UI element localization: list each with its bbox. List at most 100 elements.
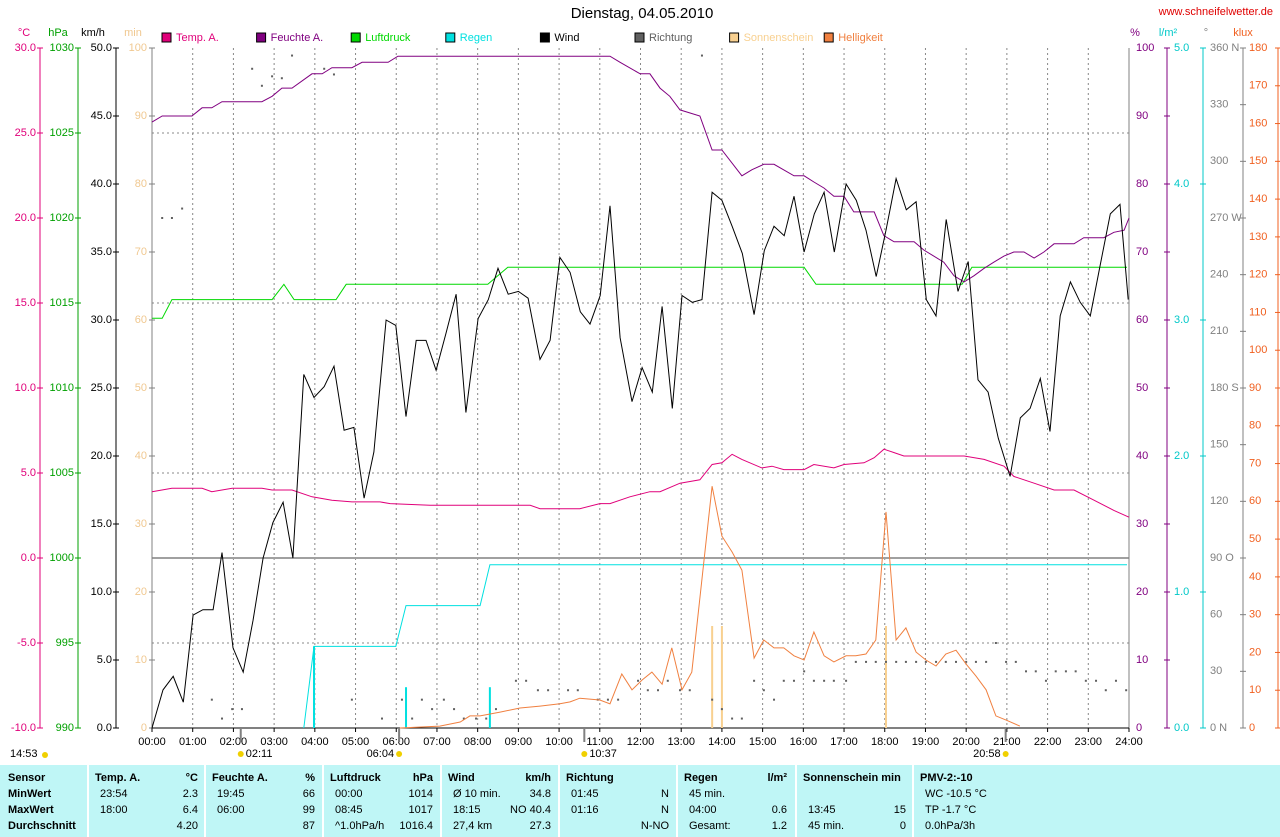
summary-cell: 66 (303, 788, 315, 800)
y-tick-label: 15.0 (91, 518, 112, 530)
y-tick-label: 2.0 (1174, 450, 1189, 462)
summary-cell: 27.3 (530, 820, 551, 832)
y-tick-label: 10 (1136, 654, 1148, 666)
legend-swatch (539, 32, 550, 43)
y-tick-label: 50 (1249, 533, 1261, 545)
summary-cell: 45 min. (808, 820, 844, 832)
x-tick-label: 20:00 (952, 736, 980, 748)
summary-cell: ^1.0hPa/h (335, 820, 384, 832)
data-dot (400, 698, 403, 701)
y-tick-label: 80 (135, 178, 147, 190)
x-tick-label: 14:00 (708, 736, 736, 748)
column-unit: % (305, 772, 315, 784)
data-dot (792, 679, 795, 682)
summary-background (0, 765, 1280, 837)
legend-swatch (350, 32, 361, 43)
row-label: MinWert (8, 788, 52, 800)
y-tick-label: 45.0 (91, 110, 112, 122)
data-dot (832, 679, 835, 682)
data-dot (720, 708, 723, 711)
x-tick-label: 08:00 (464, 736, 492, 748)
summary-cell: Gesamt: (689, 820, 731, 832)
y-tick-label: 100 (129, 42, 147, 54)
data-dot (944, 660, 947, 663)
legend-label: Feuchte A. (271, 32, 324, 44)
x-tick-label: 02:00 (220, 736, 248, 748)
legend-swatch (161, 32, 172, 43)
data-dot (637, 679, 640, 682)
x-tick-label: 19:00 (912, 736, 940, 748)
y-tick-label: 80 (1136, 178, 1148, 190)
y-tick-label: 15.0 (15, 297, 36, 309)
y-tick-label: 120 (1210, 495, 1228, 507)
legend-swatch (634, 32, 645, 43)
y-tick-label: 240 (1210, 269, 1228, 281)
data-dot (884, 660, 887, 663)
data-dot (874, 660, 877, 663)
data-dot (812, 679, 815, 682)
summary-cell: 23:54 (100, 788, 128, 800)
summary-cell: 19:45 (217, 788, 245, 800)
column-unit: km/h (525, 772, 551, 784)
y-tick-label: 50 (135, 382, 147, 394)
column-header: Richtung (566, 772, 614, 784)
data-dot (1074, 670, 1077, 673)
legend-label: Regen (460, 32, 492, 44)
axis-unit: km/h (81, 27, 105, 39)
x-tick-label: 06:00 (382, 736, 410, 748)
axis-unit: ° (1204, 27, 1208, 39)
summary-cell: 99 (303, 804, 315, 816)
data-dot (700, 54, 703, 57)
data-dot (1095, 679, 1098, 682)
y-tick-label: 5.0 (21, 467, 36, 479)
legend-label: Temp. A. (176, 32, 219, 44)
data-dot (271, 75, 274, 78)
x-tick-label: 16:00 (790, 736, 818, 748)
axis-unit: l/m² (1159, 27, 1178, 39)
data-dot (915, 660, 918, 663)
event-icon (581, 751, 588, 757)
data-dot (420, 698, 423, 701)
row-label: Durchschnitt (8, 820, 76, 832)
y-tick-label: 25.0 (15, 127, 36, 139)
y-tick-label: -5.0 (17, 637, 36, 649)
data-dot (210, 698, 213, 701)
y-tick-label: 60 (1136, 314, 1148, 326)
summary-cell: WC -10.5 °C (925, 788, 987, 800)
y-tick-label: 4.0 (1174, 178, 1189, 190)
y-tick-label: 0 (1136, 722, 1142, 734)
summary-cell: 27,4 km (453, 820, 492, 832)
column-header: Sonnenschein min (803, 772, 901, 784)
y-tick-label: 360 N (1210, 42, 1239, 54)
data-dot (823, 679, 826, 682)
y-tick-label: 1000 (50, 552, 74, 564)
summary-cell: 45 min. (689, 788, 725, 800)
data-dot (974, 660, 977, 663)
data-dot (514, 679, 517, 682)
column-unit: l/m² (767, 772, 787, 784)
x-tick-label: 00:00 (138, 736, 166, 748)
column-header: Regen (684, 772, 718, 784)
axis-unit: °C (18, 27, 30, 39)
data-dot (731, 717, 734, 720)
y-tick-label: 1020 (50, 212, 74, 224)
y-tick-label: 70 (1136, 246, 1148, 258)
y-tick-label: 1010 (50, 382, 74, 394)
y-tick-label: 25.0 (91, 382, 112, 394)
y-tick-label: 60 (1249, 495, 1261, 507)
event-icon (1002, 751, 1009, 757)
y-tick-label: 60 (135, 314, 147, 326)
x-tick-label: 07:00 (423, 736, 451, 748)
y-tick-label: 50 (1136, 382, 1148, 394)
data-dot (536, 689, 539, 692)
y-tick-label: 5.0 (1174, 42, 1189, 54)
y-tick-label: 120 (1249, 269, 1267, 281)
y-tick-label: 1005 (50, 467, 74, 479)
data-dot (688, 689, 691, 692)
summary-cell: 1016.4 (399, 820, 433, 832)
legend-label: Sonnenschein (744, 32, 814, 44)
x-tick-label: 09:00 (505, 736, 533, 748)
y-tick-label: 10.0 (15, 382, 36, 394)
data-dot (762, 689, 765, 692)
y-tick-label: 30 (1136, 518, 1148, 530)
